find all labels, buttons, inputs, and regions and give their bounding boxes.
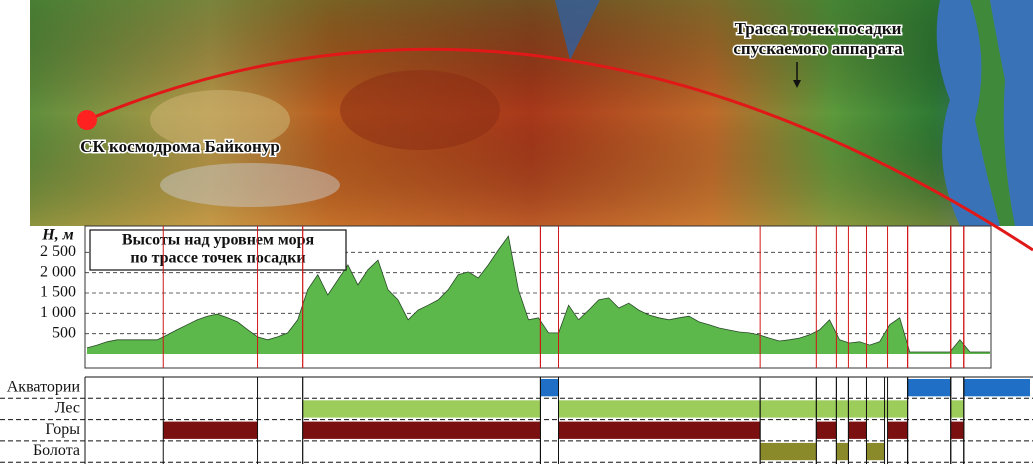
band-segment: [963, 379, 1030, 397]
route-pointer-head: [793, 80, 801, 88]
band-label: Горы: [45, 421, 80, 438]
band-segment: [163, 421, 258, 439]
site-label: СК космодрома Байконур: [80, 137, 280, 156]
band-segment: [907, 379, 951, 397]
band-segment: [540, 379, 559, 397]
band-segment: [950, 400, 964, 418]
band-segment: [302, 400, 541, 418]
band-segment: [558, 421, 761, 439]
elevation-line: [86, 235, 990, 353]
band-segment: [848, 421, 867, 439]
y-axis-label: H, м: [41, 227, 73, 244]
band-segment: [760, 442, 817, 461]
elevation-area: [87, 236, 990, 354]
map: Трасса точек посадки спускаемого аппарат…: [30, 0, 1033, 252]
band-segment: [866, 442, 885, 461]
route-label: Трасса точек посадки: [735, 19, 902, 38]
y-tick-label: 2 500: [40, 243, 76, 260]
title-box: [89, 229, 347, 271]
band-label: Лес: [55, 400, 80, 417]
band-segment: [816, 421, 837, 439]
band-segment: [950, 421, 964, 439]
band-label: Болота: [33, 442, 80, 459]
chart-title: Высоты над уровнем моря: [122, 232, 315, 249]
band-segment: [558, 400, 908, 418]
band-segment: [836, 442, 849, 461]
band-segment: [302, 421, 541, 439]
y-tick-label: 500: [52, 324, 76, 341]
y-tick-label: 1 000: [40, 304, 76, 321]
route-line: [86, 47, 1033, 252]
band-segment: [887, 421, 908, 439]
y-tick-label: 1 500: [40, 284, 76, 301]
map-steppe: [150, 90, 290, 150]
map-lake: [555, 0, 600, 60]
route-label: спускаемого аппарата: [733, 39, 903, 58]
map-ridge: [160, 163, 340, 207]
band-label: Акватории: [7, 378, 81, 395]
map-island: [970, 0, 1015, 226]
chart-title: по трассе точек посадки: [130, 250, 305, 267]
launch-site: [77, 110, 97, 130]
map-mountains: [340, 70, 500, 150]
y-tick-label: 2 000: [40, 263, 76, 280]
